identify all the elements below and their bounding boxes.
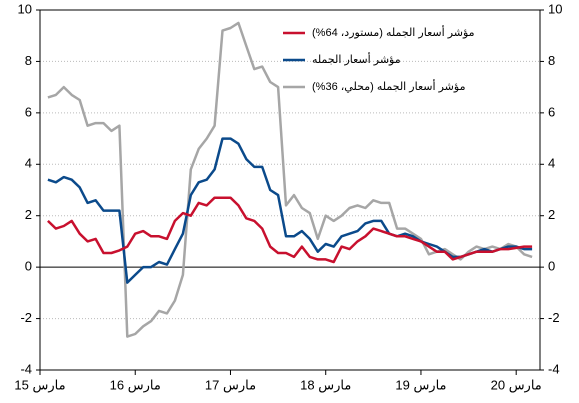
y-tick-label: 2: [25, 207, 32, 222]
legend-label: مؤشر أسعار الجمله: [312, 52, 401, 66]
series-line: [47, 21, 533, 338]
y2-tick-label: 2: [548, 207, 555, 222]
y-tick-label: 4: [25, 156, 32, 171]
legend-label: مؤشر أسعار الجمله (مستورد، 64%): [312, 25, 475, 39]
x-tick-label: مارس 15: [14, 377, 65, 393]
y-tick-label: 8: [25, 53, 32, 68]
series-line: [47, 196, 533, 264]
plot-frame: [39, 9, 541, 371]
y2-tick-label: 8: [548, 53, 555, 68]
series-line: [47, 137, 533, 284]
y-tick-label: 10: [18, 1, 32, 16]
y-tick-label: -4: [20, 361, 32, 376]
y2-tick-label: -4: [548, 361, 560, 376]
legend-label: مؤشر أسعار الجمله (محلي، 36%): [312, 79, 466, 93]
y2-tick-label: 4: [548, 156, 555, 171]
y-tick-label: 0: [25, 259, 32, 274]
y2-tick-label: -2: [548, 310, 560, 325]
x-tick-label: مارس 19: [395, 377, 446, 393]
x-tick-label: مارس 20: [491, 377, 542, 393]
y-tick-label: -2: [20, 310, 32, 325]
x-tick-label: مارس 17: [205, 377, 256, 393]
x-tick-label: مارس 16: [110, 377, 161, 393]
y-tick-label: 6: [25, 104, 32, 119]
y2-tick-label: 6: [548, 104, 555, 119]
y2-tick-label: 0: [548, 259, 555, 274]
y2-tick-label: 10: [548, 1, 562, 16]
x-tick-label: مارس 18: [300, 377, 351, 393]
